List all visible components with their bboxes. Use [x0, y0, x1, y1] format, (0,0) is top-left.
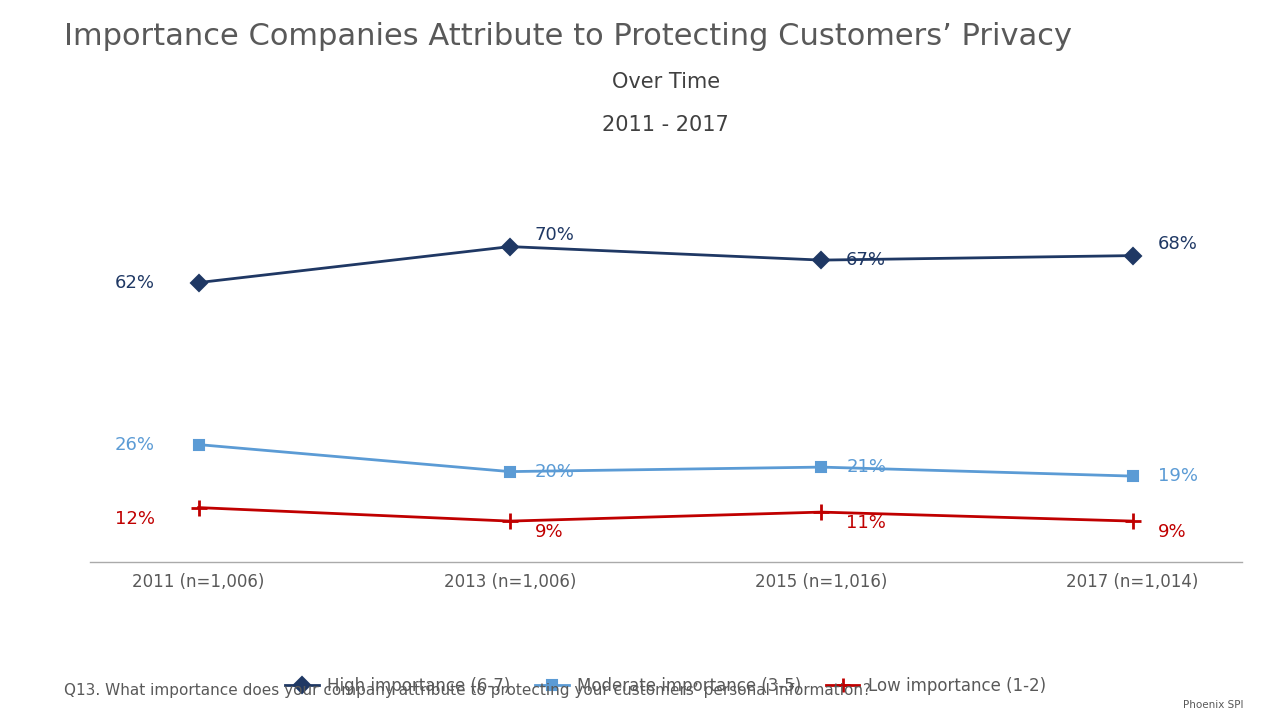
Text: 70%: 70% [535, 226, 575, 244]
Text: Over Time: Over Time [612, 72, 719, 92]
Text: Importance Companies Attribute to Protecting Customers’ Privacy: Importance Companies Attribute to Protec… [64, 22, 1073, 50]
Text: 67%: 67% [846, 251, 886, 269]
Text: 2011 - 2017: 2011 - 2017 [602, 115, 730, 135]
Text: 26%: 26% [115, 436, 155, 454]
Text: Q13. What importance does your company attribute to protecting your customers’ p: Q13. What importance does your company a… [64, 683, 870, 698]
Text: Phoenix SPI: Phoenix SPI [1183, 700, 1244, 710]
Text: 9%: 9% [1157, 523, 1187, 541]
Text: 11%: 11% [846, 514, 886, 532]
Legend: High importance (6-7), Moderate importance (3-5), Low importance (1-2): High importance (6-7), Moderate importan… [279, 671, 1052, 702]
Text: 20%: 20% [535, 463, 575, 481]
Text: 9%: 9% [535, 523, 563, 541]
Text: 68%: 68% [1157, 235, 1197, 253]
Text: 12%: 12% [115, 510, 155, 528]
Text: 19%: 19% [1157, 467, 1198, 485]
Text: 21%: 21% [846, 458, 886, 476]
Text: 62%: 62% [115, 274, 155, 292]
